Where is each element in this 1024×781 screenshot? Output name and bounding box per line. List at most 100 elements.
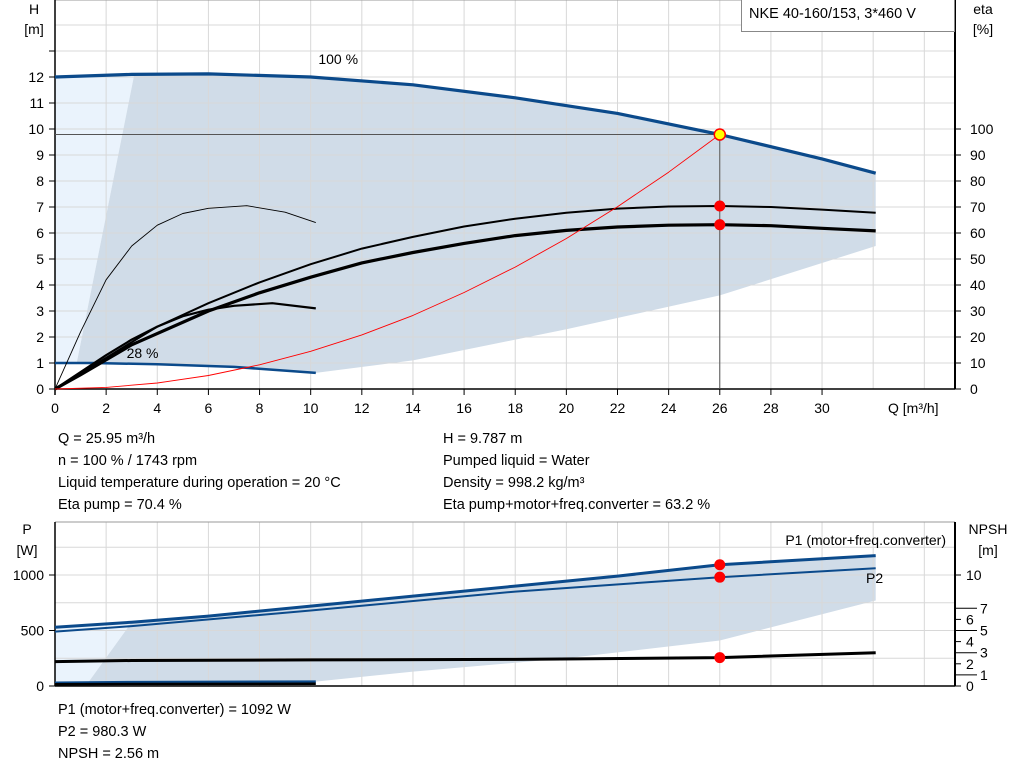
y-axis-label-left: H [29,1,39,17]
y-tick-label-left: 2 [36,329,44,345]
x-tick-label: 24 [661,400,677,416]
y-axis-unit-left: [W] [17,542,38,558]
info-p1: P1 (motor+freq.converter) = 1092 W [58,702,291,718]
curve-eta_total [54,223,876,391]
legend-p1: P1 (motor+freq.converter) [785,532,946,548]
y-tick-label-left: 11 [29,95,44,111]
y-tick-label-right: 70 [970,199,986,215]
info-eta-total: Eta pump+motor+freq.converter = 63.2 % [443,497,711,513]
y-tick-label-left: 9 [36,147,44,163]
y-tick-label-right: 50 [970,251,986,267]
info-npsh: NPSH = 2.56 m [58,746,160,762]
curve-p2 [54,567,876,633]
x-tick-label: 14 [405,400,421,416]
x-tick-label: 22 [610,400,626,416]
curve-npsh_28 [54,682,316,686]
power-area [85,555,876,686]
y-axis-unit-right: [%] [973,21,993,37]
y-tick-label-left: 10 [28,121,44,137]
y-axis-unit-left: [m] [24,21,43,37]
x-axis-label: Q [m³/h] [888,400,939,416]
x-tick-label: 6 [205,400,213,416]
curve-p1_28 [54,680,316,684]
y-tick-label-right: 80 [970,173,986,189]
y-tick-label-left: 500 [21,623,45,639]
y-tick-label-left: 3 [36,303,44,319]
info-q: Q = 25.95 m³/h [58,431,156,447]
y-tick-label-right: 7 [980,600,988,616]
curve-npsh [54,651,876,664]
y-tick-label-left: 8 [36,173,44,189]
y-tick-label-right: 3 [980,645,988,661]
y-tick-label-right: 2 [966,656,974,672]
info-temp: Liquid temperature during operation = 20… [58,475,341,491]
y-tick-label-right: 20 [970,329,986,345]
y-tick-label-left: 12 [28,69,44,85]
power-area-light [55,622,132,686]
y-tick-label-right: 1 [980,667,988,683]
y-tick-label-left: 0 [36,678,44,694]
duty-point [714,219,726,231]
y-tick-label-right: 0 [970,381,978,397]
x-tick-label: 30 [814,400,830,416]
y-tick-label-right: 10 [966,567,982,583]
y-tick-label-right: 100 [970,121,994,137]
x-tick-label: 18 [507,400,523,416]
pump-title: NKE 40-160/153, 3*460 V [741,0,955,32]
y-tick-label-left: 0 [36,381,44,397]
y-axis-unit-right: [m] [978,542,997,558]
duty-point [714,652,726,664]
x-tick-label: 2 [102,400,110,416]
curve-system [54,134,721,390]
y-tick-label-right: 4 [966,634,974,650]
y-tick-label-left: 7 [36,199,44,215]
duty-point [714,571,726,583]
curve-label: 28 % [127,345,159,361]
info-p2: P2 = 980.3 W [58,724,147,740]
y-axis-label-right: eta [973,1,993,17]
y-tick-label-right: 40 [970,277,986,293]
x-tick-label: 10 [303,400,319,416]
info-top-right: H = 9.787 m Pumped liquid = Water Densit… [443,428,710,516]
info-eta-pump: Eta pump = 70.4 % [58,497,182,513]
duty-point [714,559,726,571]
curve-label: 100 % [318,51,358,67]
y-axis-label-right: NPSH [969,521,1008,537]
x-tick-label: 4 [153,400,161,416]
x-tick-label: 28 [763,400,779,416]
info-h: H = 9.787 m [443,431,523,447]
y-tick-label-left: 4 [36,277,44,293]
y-tick-label-right: 90 [970,147,986,163]
duty-point [714,200,726,212]
info-top-left: Q = 25.95 m³/h n = 100 % / 1743 rpm Liqu… [58,428,341,516]
y-axis-label-left: P [22,521,31,537]
legend-p2: P2 [866,570,883,586]
curve-h28 [55,361,316,375]
duty-point [713,128,727,141]
info-bottom: P1 (motor+freq.converter) = 1092 W P2 = … [58,699,291,765]
curve-p1 [54,554,876,629]
y-tick-label-right: 10 [970,355,986,371]
curve-eta_pump_28 [54,205,316,390]
y-tick-label-right: 5 [980,623,988,639]
curve-eta_total_28 [54,302,316,390]
y-tick-label-left: 5 [36,251,44,267]
x-tick-label: 16 [456,400,472,416]
y-tick-label-left: 1000 [13,567,44,583]
info-liquid: Pumped liquid = Water [443,453,590,469]
y-tick-label-left: 6 [36,225,44,241]
operating-area-light [55,74,135,364]
x-tick-label: 8 [256,400,264,416]
info-density: Density = 998.2 kg/m³ [443,475,585,491]
y-tick-label-right: 0 [966,678,974,694]
x-tick-label: 26 [712,400,728,416]
x-tick-label: 0 [51,400,59,416]
curve-h100 [54,72,877,175]
operating-area [76,73,876,373]
y-tick-label-left: 1 [36,355,44,371]
x-tick-label: 20 [559,400,575,416]
y-tick-label-right: 30 [970,303,986,319]
y-tick-label-right: 6 [966,611,974,627]
